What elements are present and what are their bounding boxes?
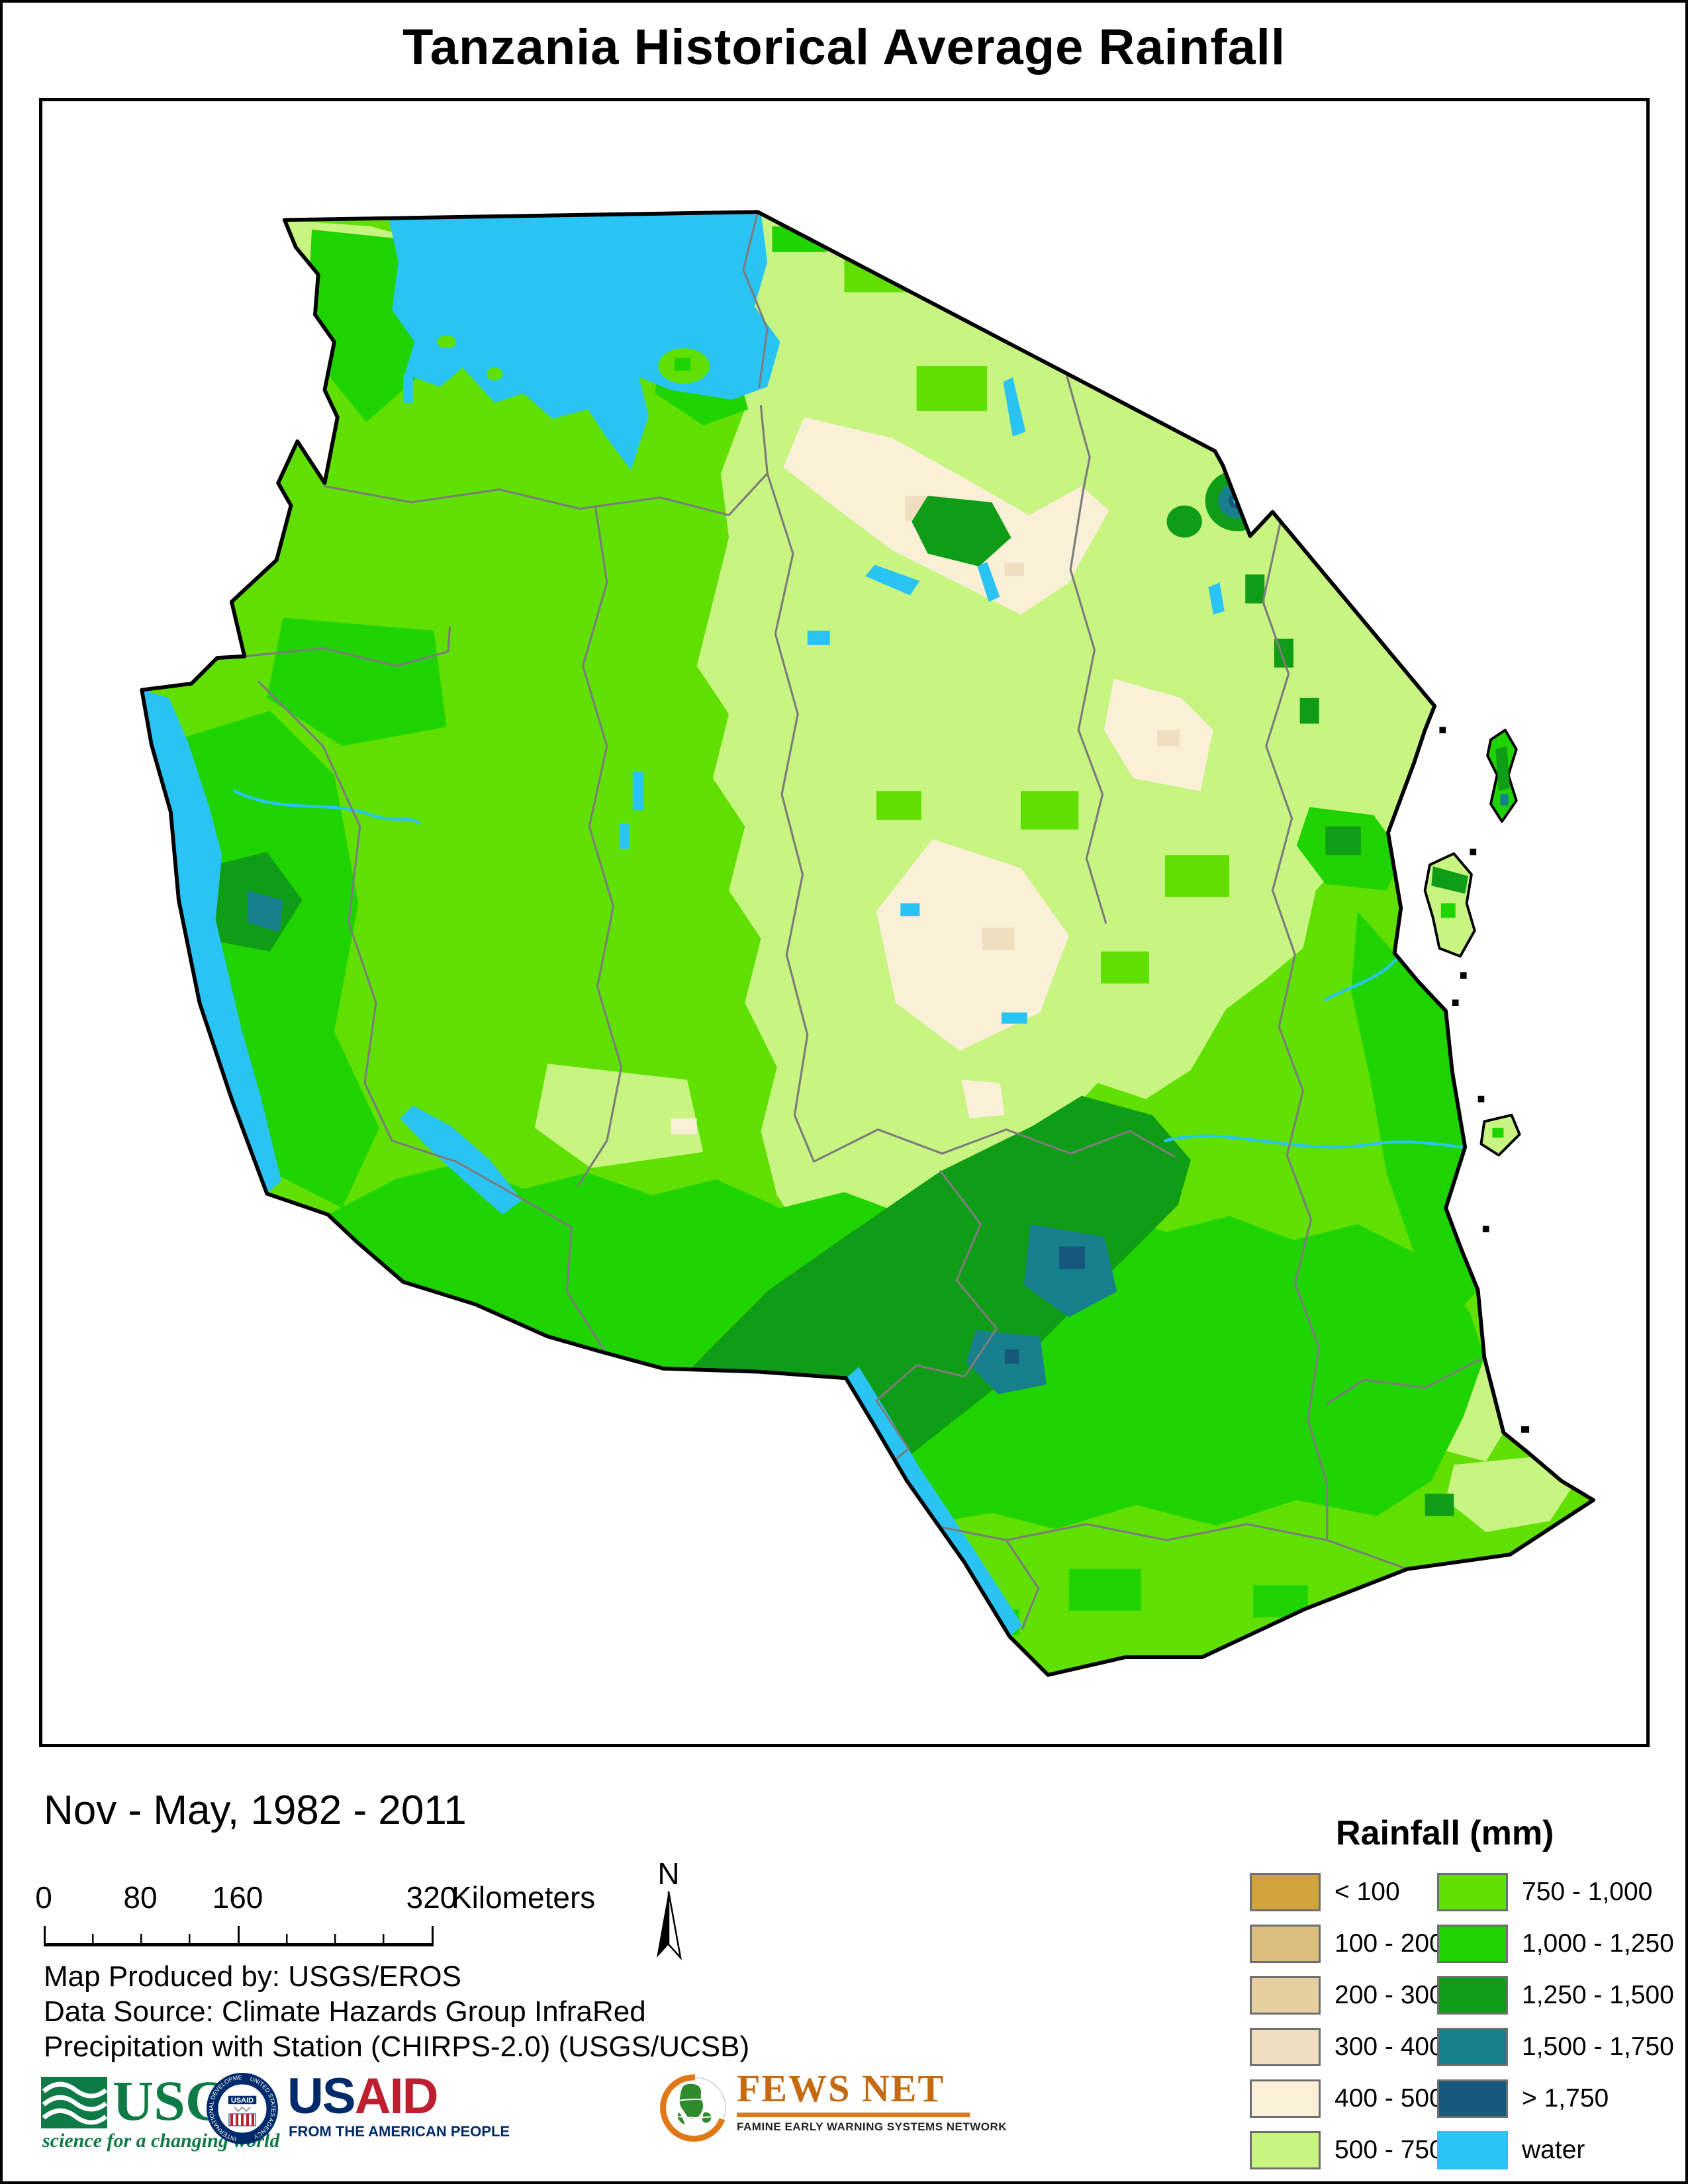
legend-swatch [1250,2079,1321,2118]
tanzania-rainfall-map [140,210,1595,1677]
legend-swatch [1250,2131,1321,2169]
credits-line2: Data Source: Climate Hazards Group Infra… [44,1995,646,2028]
legend-label: 200 - 300 [1335,1981,1444,2009]
lakes [142,212,1242,1637]
legend-label: 400 - 500 [1335,2084,1444,2113]
north-label: N [657,1856,680,1891]
map-panel [39,98,1650,1747]
legend-swatch [1250,1873,1321,1911]
lake-manyara [977,561,1000,602]
legend-swatch [1250,2028,1321,2066]
fewsnet-globe-icon [660,2074,726,2142]
lake-eyasi [865,565,920,596]
scale-bar-graphic [44,1926,434,1946]
usgs-wave-icon [41,2077,108,2128]
usaid-seal: UNITED STATES AGENCY INTERNATIONAL DEVEL… [203,2066,278,2144]
legend-swatch [1437,2028,1508,2066]
usaid-seal-banner: USAID [231,2097,254,2105]
region-boundaries [243,212,1485,1630]
map-period: Nov - May, 1982 - 2011 [44,1788,467,1833]
fewsnet-underline [737,2113,970,2117]
page-title: Tanzania Historical Average Rainfall [402,19,1286,75]
scale-label-0: 0 [35,1880,52,1915]
legend-label: 500 - 750 [1335,2136,1444,2164]
legend-label: > 1,750 [1522,2084,1609,2113]
usaid-wordmark: USAID [287,2068,439,2125]
legend-label: water [1522,2136,1585,2164]
usgs-logo: USGS science for a changing world [41,2069,279,2152]
legend-swatch [1437,1976,1508,2015]
rivers [233,790,1464,1149]
north-arrow: N [635,1858,702,1965]
legend-swatch [1250,1925,1321,1963]
credits-line1: Map Produced by: USGS/EROS [44,1960,461,1993]
lake-tanganyika [142,690,282,1194]
legend-swatch [1437,1873,1508,1911]
lake-victoria [387,212,780,471]
fewsnet-logo: FEWS NET FAMINE EARLY WARNING SYSTEMS NE… [659,2067,1007,2148]
logo-row: USGS science for a changing world UNITED… [0,2066,1125,2164]
lake-natron [1003,377,1026,437]
scale-label-160: 160 [212,1880,263,1915]
usaid-seal-stripes [228,2113,256,2126]
north-arrow-graphic [657,1891,682,1961]
legend-swatch [1437,2131,1508,2169]
usaid-tagline: FROM THE AMERICAN PEOPLE [289,2123,510,2140]
legend-swatch [1437,2079,1508,2118]
usaid-logo: UNITED STATES AGENCY INTERNATIONAL DEVEL… [203,2066,510,2149]
scale-label-80: 80 [123,1880,158,1915]
legend-label: 300 - 400 [1335,2032,1444,2061]
legend-label: 1,250 - 1,500 [1522,1981,1674,2009]
tanzania-outline [140,210,1595,1677]
legend-swatch [1437,1925,1508,1963]
fewsnet-wordmark: FEWS NET [737,2067,945,2110]
legend-title: Rainfall (mm) [1336,1814,1554,1852]
islet-dots [1439,727,1530,1433]
legend-swatch [1250,1976,1321,2015]
scale-bar: 0 80 160 320 Kilometers [0,1880,728,1952]
legend-label: < 100 [1335,1878,1400,1906]
legend-label: 750 - 1,000 [1522,1878,1653,1906]
scale-label-320: 320 [406,1880,457,1915]
legend-label: 100 - 200 [1335,1929,1444,1958]
fewsnet-tagline: FAMINE EARLY WARNING SYSTEMS NETWORK [737,2120,1008,2133]
lake-rukwa [400,1105,522,1215]
lake-nyasa [845,1367,1023,1637]
lake-victoria-islands [437,335,710,384]
usaid-aid: AID [354,2068,439,2124]
credits-line3: Precipitation with Station (CHIRPS-2.0) … [44,2030,750,2063]
legend-label: 1,000 - 1,250 [1522,1929,1674,1958]
islands [1423,727,1530,1433]
credits: Map Produced by: USGS/EROS Data Source: … [44,1959,749,2064]
usaid-us: US [287,2068,356,2124]
legend-label: 1,500 - 1,750 [1522,2032,1674,2061]
scale-unit: Kilometers [451,1880,596,1915]
